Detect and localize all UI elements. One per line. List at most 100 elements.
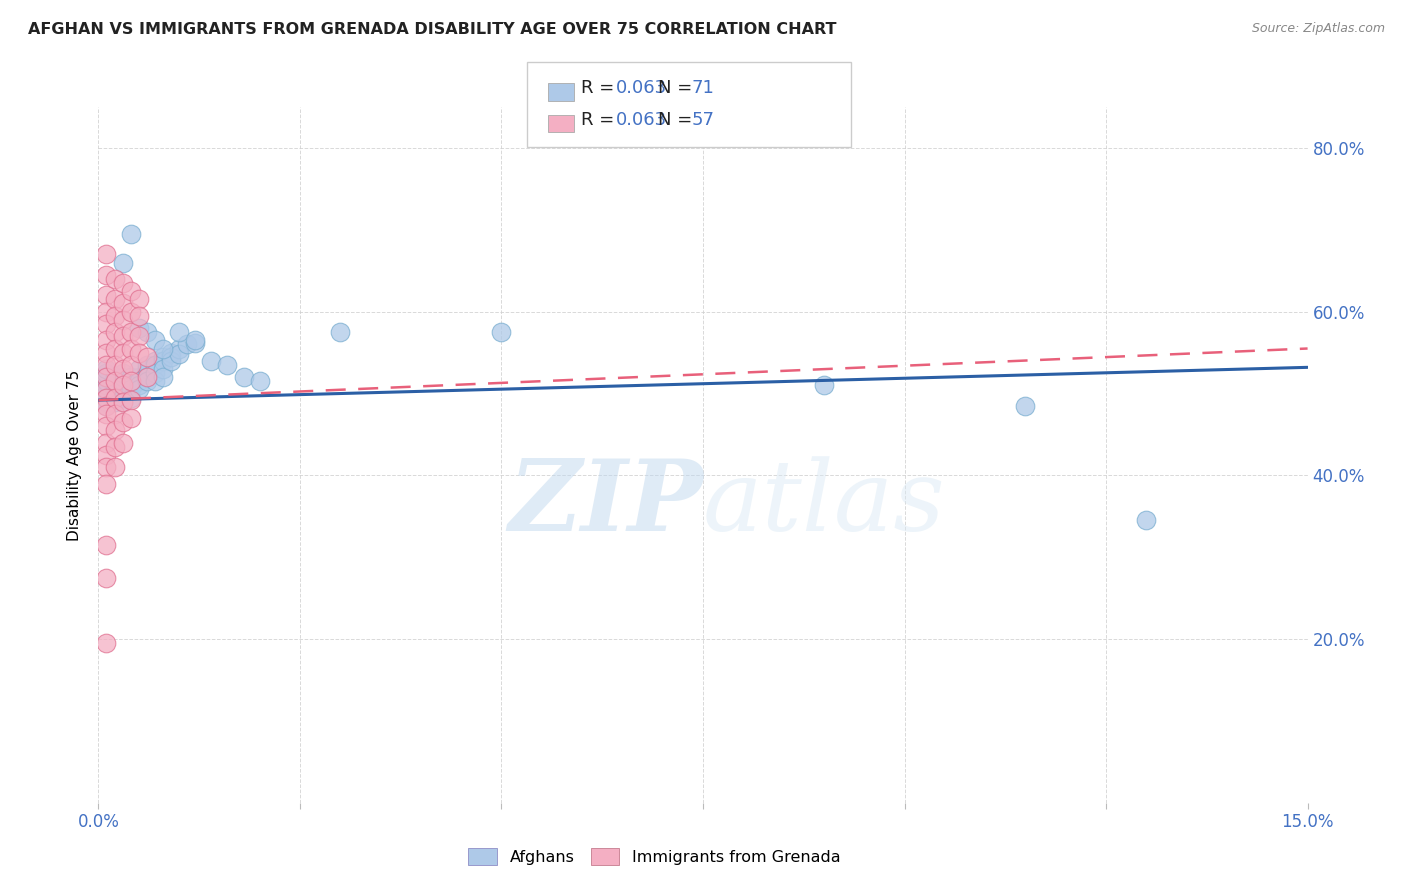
Point xyxy=(152,370,174,384)
Point xyxy=(120,378,142,392)
Point xyxy=(96,374,118,388)
Point xyxy=(103,383,125,397)
Point xyxy=(111,383,134,397)
Point xyxy=(111,394,134,409)
Point xyxy=(96,399,118,413)
Point xyxy=(135,374,157,388)
Text: 0.063: 0.063 xyxy=(616,112,666,129)
Point xyxy=(128,329,150,343)
Y-axis label: Disability Age Over 75: Disability Age Over 75 xyxy=(67,369,83,541)
Point xyxy=(111,276,134,290)
Point xyxy=(167,342,190,356)
Point xyxy=(184,334,207,348)
Point xyxy=(217,358,239,372)
Point xyxy=(135,370,157,384)
Point xyxy=(249,374,271,388)
Point xyxy=(120,342,142,356)
Point xyxy=(143,353,166,368)
Point xyxy=(491,325,513,339)
Point xyxy=(96,383,118,397)
Point xyxy=(128,374,150,388)
Point xyxy=(152,353,174,368)
Point xyxy=(813,378,835,392)
Text: N =: N = xyxy=(658,79,697,97)
Point xyxy=(96,358,118,372)
Point xyxy=(103,309,125,323)
Point xyxy=(135,370,157,384)
Point xyxy=(111,362,134,376)
Point xyxy=(128,383,150,397)
Point xyxy=(96,419,118,434)
Point xyxy=(152,350,174,364)
Point xyxy=(111,255,134,269)
Point xyxy=(111,345,134,359)
Point xyxy=(176,337,198,351)
Point xyxy=(96,378,118,392)
Point xyxy=(120,393,142,408)
Point xyxy=(103,423,125,437)
Point xyxy=(128,309,150,323)
Point xyxy=(96,366,118,380)
Point xyxy=(96,538,118,552)
Point xyxy=(111,378,134,392)
Point xyxy=(96,571,118,585)
Point xyxy=(120,284,142,298)
Point xyxy=(135,362,157,376)
Point xyxy=(1135,513,1157,527)
Point xyxy=(96,448,118,462)
Point xyxy=(232,370,254,384)
Point xyxy=(111,296,134,310)
Point xyxy=(120,374,142,388)
Point xyxy=(135,350,157,364)
Point xyxy=(103,374,125,388)
Point xyxy=(103,370,125,384)
Text: 0.063: 0.063 xyxy=(616,79,666,97)
Point xyxy=(96,399,118,413)
Point xyxy=(120,374,142,388)
Point xyxy=(160,353,183,368)
Point xyxy=(111,391,134,405)
Point xyxy=(103,272,125,286)
Point xyxy=(96,407,118,421)
Point xyxy=(111,370,134,384)
Point xyxy=(96,383,118,397)
Point xyxy=(128,362,150,376)
Text: 71: 71 xyxy=(692,79,714,97)
Text: 57: 57 xyxy=(692,112,714,129)
Point xyxy=(103,374,125,388)
Point xyxy=(143,366,166,380)
Point xyxy=(96,391,118,405)
Point xyxy=(120,411,142,425)
Point xyxy=(103,293,125,307)
Point xyxy=(96,386,118,401)
Point xyxy=(120,383,142,397)
Point xyxy=(111,394,134,409)
Text: AFGHAN VS IMMIGRANTS FROM GRENADA DISABILITY AGE OVER 75 CORRELATION CHART: AFGHAN VS IMMIGRANTS FROM GRENADA DISABI… xyxy=(28,22,837,37)
Point xyxy=(96,394,118,409)
Text: N =: N = xyxy=(658,112,697,129)
Text: Source: ZipAtlas.com: Source: ZipAtlas.com xyxy=(1251,22,1385,36)
Point xyxy=(135,325,157,339)
Point xyxy=(111,386,134,401)
Point xyxy=(111,374,134,388)
Point xyxy=(103,378,125,392)
Point xyxy=(96,362,118,376)
Point xyxy=(103,386,125,401)
Point xyxy=(96,370,118,384)
Point xyxy=(96,460,118,475)
Point xyxy=(103,325,125,339)
Point xyxy=(120,227,142,241)
Text: ZIP: ZIP xyxy=(508,456,703,552)
Point xyxy=(96,288,118,302)
Text: R =: R = xyxy=(581,112,620,129)
Point xyxy=(96,391,118,405)
Point xyxy=(120,358,142,372)
Point xyxy=(143,358,166,372)
Point xyxy=(111,366,134,380)
Point xyxy=(160,345,183,359)
Point xyxy=(128,370,150,384)
Point xyxy=(96,345,118,359)
Point xyxy=(184,335,207,350)
Point xyxy=(143,374,166,388)
Point xyxy=(103,391,125,405)
